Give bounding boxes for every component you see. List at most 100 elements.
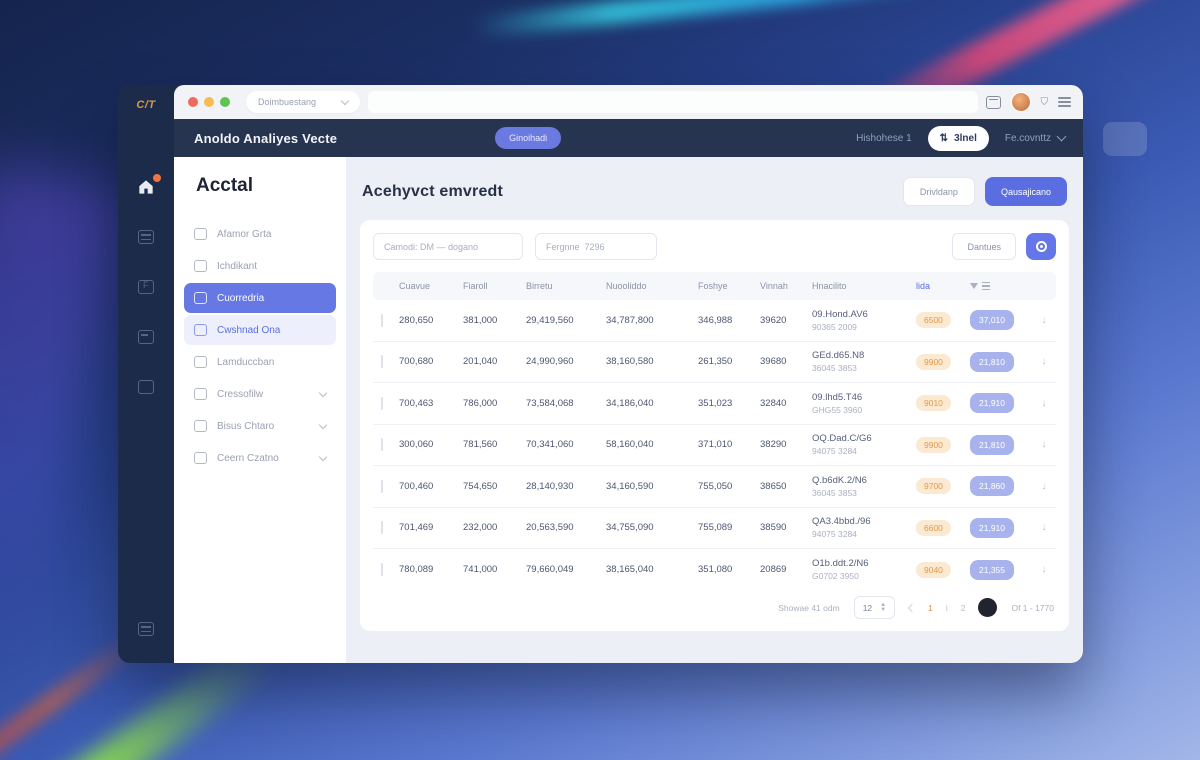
row-checkbox[interactable] (381, 438, 383, 452)
reset-button[interactable]: Dantues (952, 233, 1016, 260)
cell-value: 73,584,068 (526, 397, 574, 409)
rail-file-button[interactable] (136, 277, 156, 297)
column-header[interactable]: Birretu (526, 281, 553, 291)
table-row[interactable]: 701,469 232,000 20,563,590 34,755,090 75… (373, 508, 1056, 549)
amount-pill-button[interactable]: 21,810 (970, 351, 1014, 372)
table-row[interactable]: 700,460 754,650 28,140,930 34,160,590 75… (373, 466, 1056, 508)
download-icon[interactable]: ↓ (1041, 564, 1047, 576)
app-header: Anoldo Analiyes Vecte Ginoihadi Hishohes… (174, 119, 1083, 157)
cell-value: 39680 (760, 356, 787, 368)
maximize-window-button[interactable] (220, 97, 230, 107)
cell-value: 70,341,060 (526, 439, 574, 451)
window-controls (188, 97, 230, 107)
amount-pill-button[interactable]: 21,810 (970, 434, 1014, 455)
sidebar-item-6[interactable]: Bisus Chtaro (184, 411, 336, 441)
browser-tab-label: Doimbuestang (258, 97, 317, 107)
amount-pill-button[interactable]: 21,910 (970, 393, 1014, 414)
row-checkbox[interactable] (381, 563, 383, 577)
sidebar-item-4[interactable]: Lamduccban (184, 347, 336, 377)
column-header[interactable]: Foshye (698, 281, 728, 291)
sidebar-item-label: Cressofilw (217, 388, 264, 400)
header-dropdown[interactable]: Fe.covnttz (1004, 131, 1067, 144)
row-checkbox[interactable] (381, 521, 383, 535)
prev-page-icon[interactable] (907, 603, 917, 612)
column-header[interactable]: Fiaroll (463, 281, 488, 291)
program-input[interactable] (535, 233, 657, 260)
amount-pill-button[interactable]: 37,010 (970, 310, 1014, 331)
sidebar-item-0[interactable]: Afamor Grta (184, 219, 336, 249)
primary-button[interactable]: Qausajicano (984, 177, 1067, 206)
browser-tab[interactable]: Doimbuestang (246, 91, 361, 113)
row-checkbox[interactable] (381, 313, 383, 327)
cell-value: 371,010 (698, 439, 733, 451)
address-bar[interactable] (368, 91, 978, 113)
status-badge: 9010 (916, 395, 951, 412)
amount-pill-button[interactable]: 21,910 (970, 517, 1014, 538)
rail-inbox-button[interactable] (136, 619, 156, 639)
download-icon[interactable]: ↓ (1041, 439, 1047, 451)
download-icon[interactable]: ↓ (1041, 314, 1047, 326)
menu-icon[interactable] (1058, 97, 1071, 107)
page-size-select[interactable]: 12 ▲ ▼ (853, 596, 896, 619)
current-page-indicator[interactable] (978, 598, 998, 617)
table-row[interactable]: 780,089 741,000 79,660,049 38,165,040 35… (373, 549, 1056, 591)
header-sort-button[interactable]: ⇅ 3lnel (927, 125, 989, 151)
filter-header[interactable] (970, 282, 1032, 290)
page-button-1[interactable]: 1 (928, 602, 933, 613)
page-button-2[interactable]: 2 (960, 602, 966, 613)
cell-value: 38590 (760, 522, 787, 534)
row-checkbox[interactable] (381, 396, 383, 410)
rail-box-button[interactable] (136, 377, 156, 397)
box-icon (138, 380, 154, 394)
cell-value: 79,660,049 (526, 564, 574, 576)
extension-icon[interactable] (985, 95, 1001, 109)
minimize-window-button[interactable] (204, 97, 214, 107)
amount-pill-button[interactable]: 21,355 (970, 559, 1014, 580)
sidebar-item-3[interactable]: Cwshnad Ona (184, 315, 336, 345)
column-header[interactable]: Vinnah (760, 281, 788, 291)
download-icon[interactable]: ↓ (1041, 356, 1047, 368)
nav-panel: Acctal Afamor Grta Ichdikant Cuorredria … (174, 157, 346, 663)
download-icon[interactable]: ↓ (1041, 397, 1047, 409)
header-dropdown-label: Fe.covnttz (1004, 132, 1051, 144)
row-checkbox[interactable] (381, 479, 383, 493)
table-row[interactable]: 300,060 781,560 70,341,060 58,160,040 37… (373, 425, 1056, 466)
row-checkbox[interactable] (381, 355, 383, 369)
sidebar-item-5[interactable]: Cressofilw (184, 379, 336, 409)
sort-arrows-icon: ⇅ (939, 132, 949, 144)
chevron-down-icon (318, 452, 328, 461)
column-header[interactable]: Cuavue (399, 281, 431, 291)
secondary-button[interactable]: Drivldanp (902, 177, 975, 206)
column-header[interactable]: Hnacilito (812, 281, 847, 291)
cell-date-line1: Q.b6dK.2/N6 (812, 474, 867, 486)
table-row[interactable]: 700,463 786,000 73,584,068 34,186,040 35… (373, 383, 1056, 425)
download-icon[interactable]: ↓ (1041, 522, 1047, 534)
date-range-input[interactable] (373, 233, 523, 260)
table-row[interactable]: 280,650 381,000 29,419,560 34,787,800 34… (373, 300, 1056, 342)
bookmark-icon[interactable]: ⛉ (1040, 96, 1049, 108)
header-action-button[interactable]: Ginoihadi (495, 127, 562, 149)
cell-value: 34,755,090 (606, 522, 654, 534)
cell-value: 38,160,580 (606, 356, 654, 368)
table-row[interactable]: 700,680 201,040 24,990,960 38,160,580 26… (373, 342, 1056, 383)
app-title: Anoldo Analiyes Vecte (194, 130, 338, 146)
close-window-button[interactable] (188, 97, 198, 107)
settings-button[interactable] (1026, 233, 1056, 260)
download-icon[interactable]: ↓ (1041, 480, 1047, 492)
rail-layers-button[interactable] (136, 227, 156, 247)
sort-header-link[interactable]: lida (916, 281, 931, 291)
calendar-icon (194, 356, 207, 368)
amount-pill-button[interactable]: 21,860 (970, 476, 1014, 497)
cell-value: 232,000 (463, 522, 498, 534)
cell-date-line1: 09.lhd5.T46 (812, 391, 863, 403)
profile-avatar[interactable] (1010, 92, 1031, 112)
status-badge: 9040 (916, 561, 951, 578)
sidebar-item-1[interactable]: Ichdikant (184, 251, 336, 281)
sidebar-item-label: Bisus Chtaro (217, 420, 275, 432)
sidebar-item-7[interactable]: Ceern Czatno (184, 443, 336, 473)
rail-home-button[interactable] (136, 174, 161, 197)
rail-card-button[interactable] (136, 327, 156, 347)
column-header[interactable]: Nuooliddo (606, 281, 647, 291)
cell-value: 700,463 (399, 397, 434, 409)
sidebar-item-2-active[interactable]: Cuorredria (184, 283, 336, 313)
